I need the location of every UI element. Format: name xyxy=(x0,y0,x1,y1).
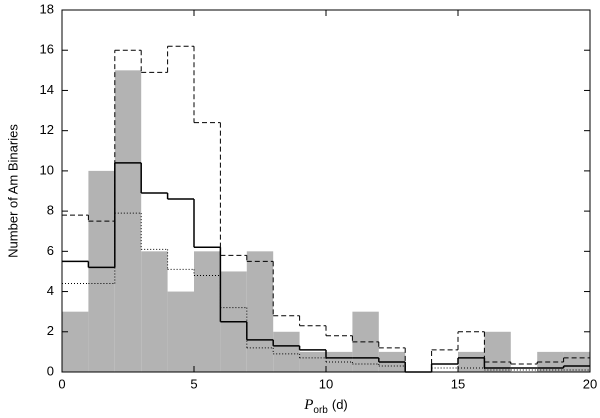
y-axis-label: Number of Am Binaries xyxy=(5,124,20,258)
x-tick-label: 20 xyxy=(583,376,597,391)
bar xyxy=(273,331,300,372)
bar xyxy=(167,291,194,372)
bar xyxy=(326,351,353,372)
y-tick-label: 0 xyxy=(47,363,54,378)
x-tick-label: 0 xyxy=(58,376,65,391)
bar xyxy=(88,170,115,372)
bar xyxy=(299,351,326,372)
bar xyxy=(141,251,168,372)
x-label-unit: (d) xyxy=(332,397,348,412)
y-tick-label: 12 xyxy=(40,122,54,137)
x-label-symbol: P xyxy=(303,397,313,413)
y-tick-label: 10 xyxy=(40,162,54,177)
bar xyxy=(246,251,274,372)
y-tick-label: 2 xyxy=(47,323,54,338)
bar xyxy=(194,251,221,372)
bar xyxy=(114,70,142,372)
y-tick-label: 6 xyxy=(47,243,54,258)
y-tick-label: 18 xyxy=(40,1,54,16)
y-tick-label: 4 xyxy=(47,283,54,298)
x-tick-label: 5 xyxy=(190,376,197,391)
x-tick-label: 15 xyxy=(451,376,465,391)
y-tick-label: 14 xyxy=(40,82,54,97)
x-axis-label: Porb (d) xyxy=(303,397,348,415)
bar xyxy=(458,351,485,372)
y-tick-label: 8 xyxy=(47,203,54,218)
bar xyxy=(62,311,89,372)
bar xyxy=(537,351,564,372)
y-tick-label: 16 xyxy=(40,42,54,57)
bar xyxy=(484,331,511,372)
x-tick-label: 10 xyxy=(319,376,333,391)
bar xyxy=(563,351,590,372)
x-label-subscript: orb xyxy=(313,405,328,416)
